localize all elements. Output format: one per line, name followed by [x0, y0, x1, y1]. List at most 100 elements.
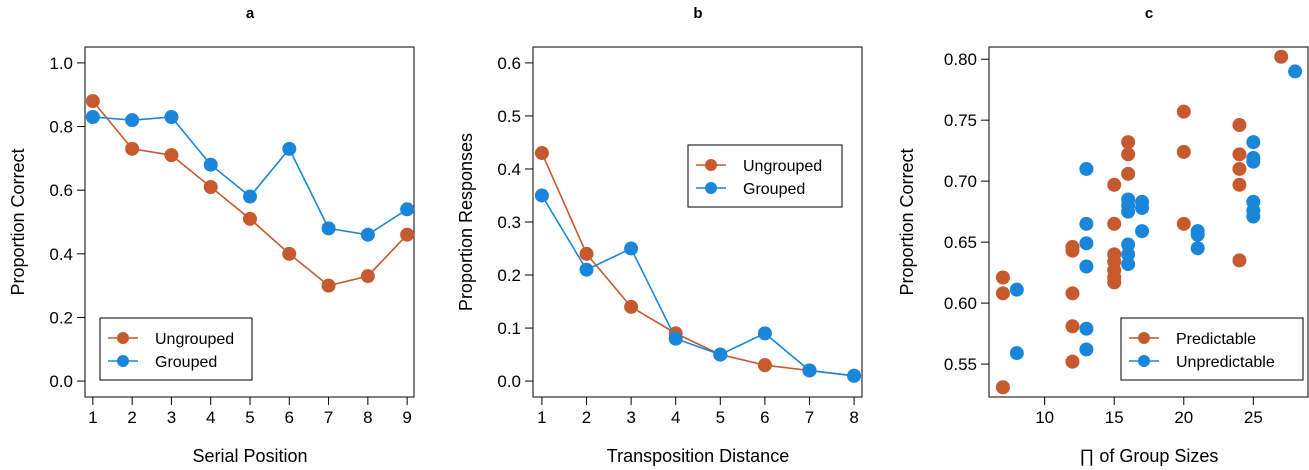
data-point-a-ungrouped: [282, 246, 297, 261]
x-tick-label-a: 7: [324, 408, 333, 427]
data-point-a-grouped: [125, 113, 140, 128]
y-tick-label-a: 0.4: [49, 245, 73, 264]
legend-label-c: Predictable: [1176, 331, 1256, 348]
y-tick-label-b: 0.4: [497, 160, 521, 179]
data-point-b-ungrouped: [757, 358, 772, 373]
legend-marker-a: [117, 332, 129, 344]
data-point-c-unpredictable: [1246, 154, 1261, 169]
x-tick-label-a: 9: [402, 408, 411, 427]
x-tick-label-b: 4: [671, 408, 680, 427]
data-point-b-ungrouped: [579, 246, 594, 261]
x-tick-label-b: 6: [760, 408, 769, 427]
data-point-b-grouped: [579, 262, 594, 277]
legend-label-c: Unpredictable: [1176, 354, 1275, 371]
data-point-c-predictable: [1121, 166, 1136, 181]
data-point-c-unpredictable: [1246, 209, 1261, 224]
data-point-a-ungrouped: [125, 141, 140, 156]
data-point-c-predictable: [1232, 147, 1247, 162]
x-tick-label-a: 8: [363, 408, 372, 427]
panel-title-b: b: [693, 5, 702, 22]
data-point-b-grouped: [757, 326, 772, 341]
data-point-c-unpredictable: [1121, 257, 1136, 272]
x-tick-label-b: 7: [805, 408, 814, 427]
data-point-a-grouped: [85, 110, 100, 124]
data-point-a-ungrouped: [360, 269, 375, 284]
x-tick-label-c: 25: [1244, 408, 1263, 427]
x-axis-label-c: ∏ of Group Sizes: [1080, 446, 1219, 466]
data-point-c-predictable: [1121, 135, 1136, 150]
x-tick-label-a: 1: [88, 408, 97, 427]
legend-marker-b: [705, 159, 717, 171]
data-point-b-ungrouped: [534, 146, 549, 161]
panel-title-c: c: [1145, 5, 1153, 22]
x-tick-label-a: 6: [285, 408, 294, 427]
data-point-c-predictable: [1176, 216, 1191, 231]
x-tick-label-c: 10: [1035, 408, 1054, 427]
x-tick-label-a: 4: [206, 408, 215, 427]
data-point-a-grouped: [282, 141, 297, 156]
data-point-c-predictable: [1065, 286, 1080, 301]
data-point-a-ungrouped: [243, 211, 257, 226]
data-point-c-unpredictable: [1009, 282, 1024, 297]
data-point-c-unpredictable: [1079, 259, 1094, 274]
data-point-c-predictable: [1065, 243, 1080, 258]
data-point-c-predictable: [1065, 354, 1080, 369]
data-point-c-predictable: [1121, 147, 1136, 162]
data-point-c-unpredictable: [1079, 161, 1094, 176]
legend-label-a: Ungrouped: [155, 331, 234, 348]
y-tick-label-c: 0.60: [944, 294, 977, 313]
legend-marker-c: [1138, 332, 1150, 344]
data-point-a-grouped: [203, 157, 218, 172]
data-point-a-ungrouped: [203, 180, 218, 194]
data-point-b-grouped: [668, 331, 683, 346]
legend-box-c: [1120, 317, 1304, 381]
data-point-c-predictable: [1065, 319, 1080, 334]
x-tick-label-a: 2: [127, 408, 136, 427]
data-point-a-grouped: [164, 110, 179, 124]
data-point-c-unpredictable: [1190, 241, 1205, 256]
data-point-c-unpredictable: [1079, 236, 1094, 251]
data-point-a-grouped: [243, 189, 257, 204]
data-point-a-ungrouped: [164, 148, 179, 163]
x-axis-label-a: Serial Position: [192, 446, 307, 466]
y-tick-label-a: 1.0: [49, 54, 73, 73]
y-tick-label-c: 0.70: [944, 172, 977, 191]
y-axis-label-a: Proportion Correct: [8, 148, 28, 295]
legend-box-b: [687, 144, 843, 208]
legend-marker-a: [117, 355, 129, 367]
data-point-c-predictable: [1232, 161, 1247, 176]
y-axis-label-b: Proportion Responses: [456, 133, 476, 311]
x-tick-label-b: 5: [716, 408, 725, 427]
legend-label-a: Grouped: [155, 354, 217, 371]
x-axis-label-b: Transposition Distance: [607, 446, 789, 466]
data-point-c-unpredictable: [1121, 204, 1136, 219]
y-axis-label-c: Proportion Correct: [897, 148, 917, 295]
y-tick-label-a: 0.0: [49, 372, 73, 391]
data-point-b-grouped: [713, 347, 728, 362]
data-point-a-ungrouped: [85, 94, 100, 109]
legend-label-b: Ungrouped: [743, 158, 822, 175]
data-point-c-predictable: [1176, 144, 1191, 159]
y-tick-label-a: 0.8: [49, 118, 73, 137]
data-point-c-predictable: [995, 270, 1010, 285]
y-tick-label-a: 0.2: [49, 308, 73, 327]
legend-label-b: Grouped: [743, 181, 805, 198]
data-point-c-predictable: [1232, 177, 1247, 192]
data-point-c-predictable: [995, 286, 1010, 301]
data-point-c-unpredictable: [1190, 227, 1205, 242]
x-tick-label-c: 15: [1105, 408, 1124, 427]
data-point-c-predictable: [1107, 275, 1122, 290]
legend-marker-c: [1138, 355, 1150, 367]
x-tick-label-a: 5: [245, 408, 254, 427]
y-tick-label-b: 0.5: [497, 107, 521, 126]
data-point-c-unpredictable: [1135, 224, 1150, 239]
y-tick-label-b: 0.6: [497, 54, 521, 73]
data-point-b-ungrouped: [624, 299, 639, 314]
y-tick-label-c: 0.75: [944, 111, 977, 130]
data-point-c-predictable: [1232, 118, 1247, 133]
x-tick-label-b: 8: [849, 408, 858, 427]
data-point-b-grouped: [624, 241, 639, 256]
y-tick-label-b: 0.2: [497, 266, 521, 285]
panel-title-a: a: [246, 5, 255, 22]
data-point-c-predictable: [1107, 177, 1122, 192]
